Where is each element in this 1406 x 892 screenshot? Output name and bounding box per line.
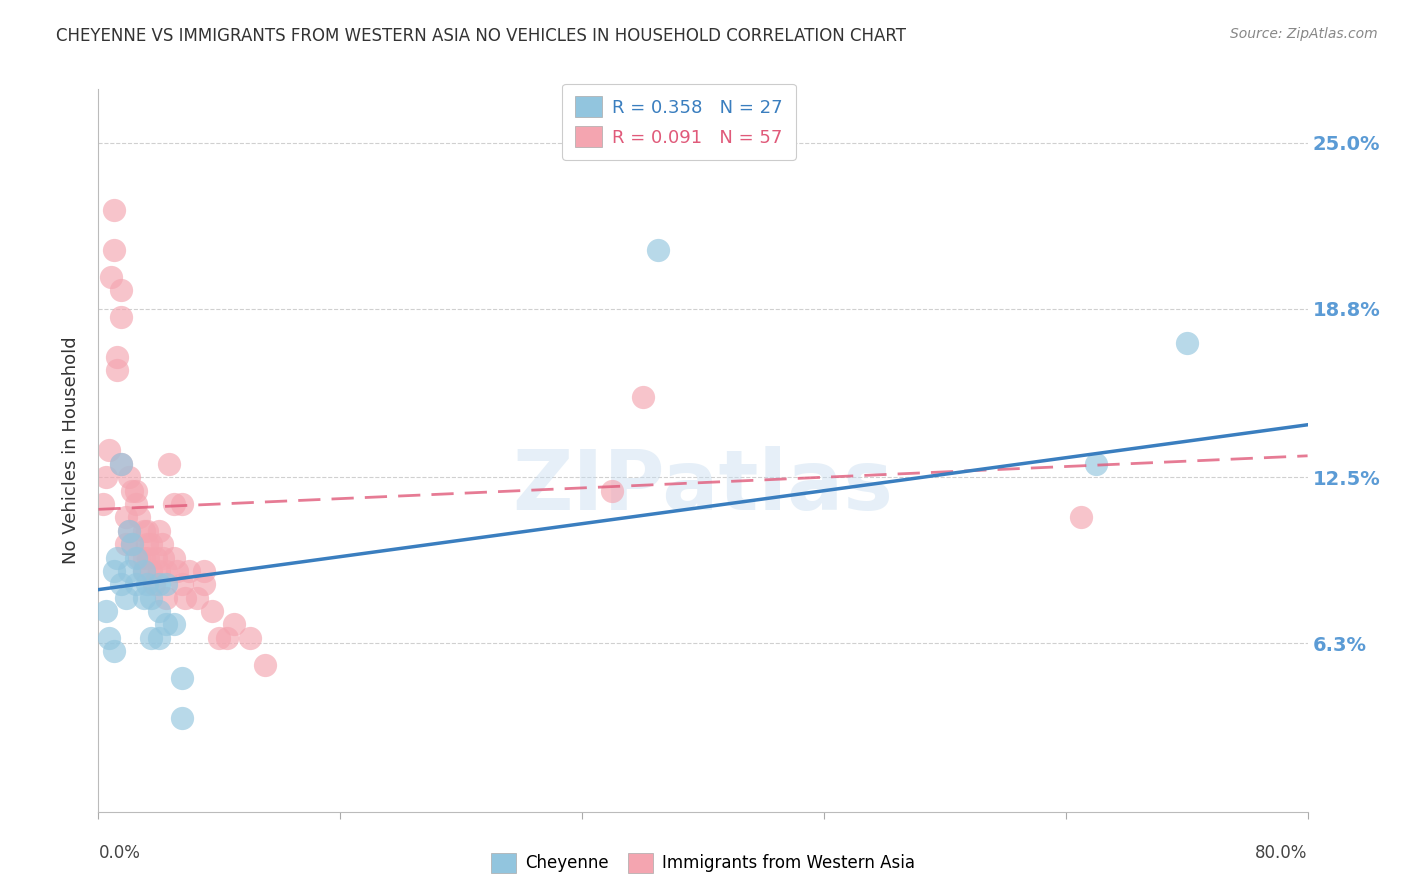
Point [114,510,136,524]
Point [110,310,132,324]
Point [155,577,177,591]
Point [148,524,170,538]
Point [110,457,132,471]
Point [253,657,276,672]
Point [141,537,163,551]
Text: 0.0%: 0.0% [98,844,141,863]
Point [118,564,141,578]
Point [155,564,177,578]
Point [121,537,143,551]
Point [91,497,114,511]
Point [170,711,193,725]
Text: 80.0%: 80.0% [1256,844,1308,863]
Point [114,591,136,605]
Point [132,591,155,605]
Text: CHEYENNE VS IMMIGRANTS FROM WESTERN ASIA NO VEHICLES IN HOUSEHOLD CORRELATION CH: CHEYENNE VS IMMIGRANTS FROM WESTERN ASIA… [56,27,907,45]
Point [173,591,195,605]
Point [170,497,193,511]
Point [103,202,125,217]
Point [148,604,170,618]
Point [166,564,188,578]
Point [152,550,174,565]
Point [125,550,148,565]
Point [98,631,121,645]
Point [148,577,170,591]
Point [118,524,141,538]
Point [150,537,173,551]
Point [114,537,136,551]
Text: Source: ZipAtlas.com: Source: ZipAtlas.com [1230,27,1378,41]
Point [121,483,143,498]
Point [141,564,163,578]
Point [118,524,141,538]
Point [141,591,163,605]
Point [135,577,157,591]
Y-axis label: No Vehicles in Household: No Vehicles in Household [62,336,80,565]
Point [103,644,125,658]
Point [110,457,132,471]
Point [201,604,224,618]
Point [155,591,177,605]
Point [647,243,669,257]
Point [105,363,128,377]
Point [141,631,163,645]
Point [186,591,208,605]
Point [1175,336,1198,351]
Point [631,390,654,404]
Point [103,243,125,257]
Point [105,350,128,364]
Point [148,631,170,645]
Point [125,577,148,591]
Point [110,283,132,297]
Point [94,604,117,618]
Point [163,617,186,632]
Point [110,577,132,591]
Legend: Cheyenne, Immigrants from Western Asia: Cheyenne, Immigrants from Western Asia [485,847,921,880]
Point [105,550,128,565]
Point [125,497,148,511]
Point [193,564,215,578]
Point [125,483,148,498]
Point [143,577,166,591]
Point [121,537,143,551]
Point [208,631,231,645]
Point [132,564,155,578]
Point [224,617,246,632]
Point [98,443,121,458]
Text: ZIPatlas: ZIPatlas [513,446,893,527]
Point [145,550,167,565]
Point [135,524,157,538]
Point [100,269,122,284]
Point [1085,457,1108,471]
Point [1070,510,1092,524]
Point [136,550,159,565]
Point [163,550,186,565]
Point [193,577,215,591]
Point [215,631,238,645]
Point [602,483,624,498]
Point [163,497,186,511]
Point [132,524,155,538]
Point [128,510,150,524]
Point [94,470,117,484]
Point [128,550,150,565]
Point [159,457,181,471]
Point [239,631,262,645]
Point [170,671,193,685]
Point [132,550,155,565]
Point [155,617,177,632]
Point [132,564,155,578]
Point [135,537,157,551]
Point [103,564,125,578]
Point [170,577,193,591]
Point [148,564,170,578]
Legend: R = 0.358   N = 27, R = 0.091   N = 57: R = 0.358 N = 27, R = 0.091 N = 57 [562,84,796,160]
Point [179,564,201,578]
Point [118,470,141,484]
